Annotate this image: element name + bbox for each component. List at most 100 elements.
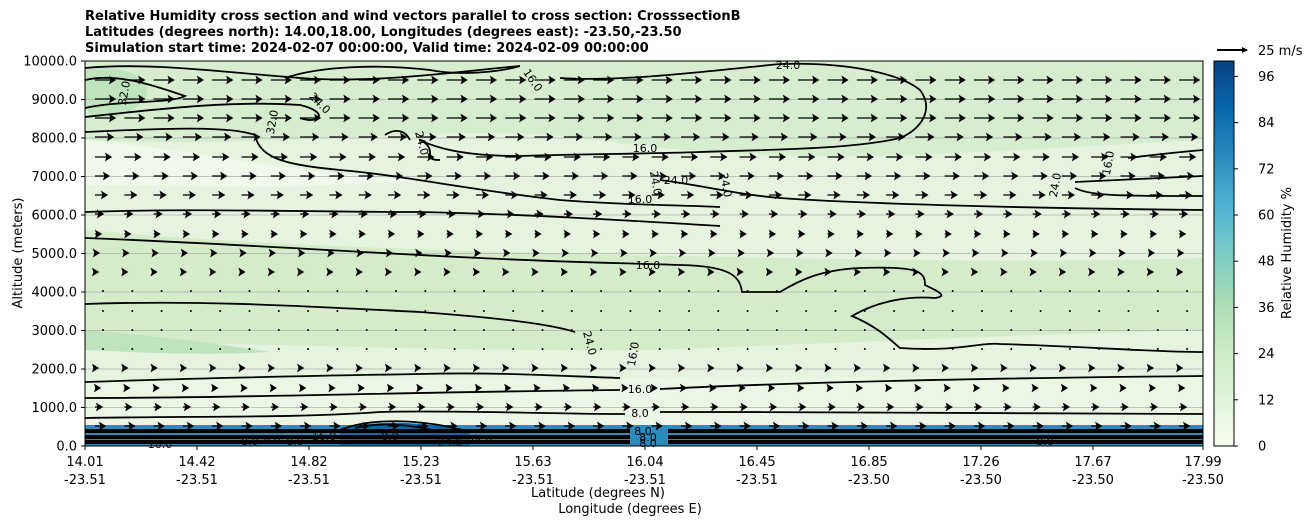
wind-vector: [94, 229, 103, 239]
wind-vector: [805, 329, 808, 331]
wind-vector: [739, 113, 761, 123]
x-tick-lon: -23.51: [624, 473, 666, 488]
wind-vector: [681, 402, 690, 412]
x-tick-lon: -23.51: [736, 473, 778, 488]
wind-vector: [629, 329, 632, 331]
wind-vector: [1147, 248, 1155, 258]
y-tick-label: 10000.0: [23, 55, 77, 70]
wind-vector: [212, 171, 228, 181]
wind-vector: [95, 94, 117, 104]
wind-vector: [1088, 267, 1096, 277]
wind-vector: [395, 348, 397, 350]
x-tick-lat: 17.67: [1074, 455, 1111, 470]
wind-vector: [102, 290, 104, 292]
wind-vector: [1003, 171, 1019, 181]
wind-vector: [856, 94, 878, 104]
wind-vector: [1120, 132, 1140, 142]
wind-vector: [944, 421, 956, 431]
wind-vector: [1179, 402, 1188, 412]
wind-vector: [622, 94, 644, 104]
wind-vector: [798, 229, 806, 239]
y-tick-label: 8000.0: [32, 132, 78, 147]
wind-vector: [893, 290, 896, 292]
x-tick-lat: 14.82: [290, 455, 327, 470]
wind-vector: [1059, 248, 1068, 258]
wind-vector: [629, 290, 632, 292]
contour-label: 24.0: [717, 172, 734, 198]
wind-vector: [1032, 402, 1041, 412]
wind-vector: [1120, 171, 1136, 181]
wind-vector: [124, 152, 142, 162]
contour-label: 8.0: [639, 431, 657, 444]
wind-vector: [886, 229, 894, 239]
wind-vector: [153, 229, 161, 239]
wind-vector: [853, 267, 861, 277]
wind-vector: [102, 310, 104, 312]
wind-vector: [241, 152, 259, 162]
wind-vector: [219, 310, 222, 312]
wind-vector: [475, 171, 492, 181]
wind-vector: [212, 94, 234, 104]
wind-vector: [915, 209, 925, 219]
contour-label: 24.0: [664, 174, 689, 187]
wind-vector: [541, 310, 544, 312]
wind-vector: [766, 248, 775, 258]
wind-vector: [241, 75, 263, 85]
wind-vector: [482, 290, 485, 292]
wind-vector: [688, 290, 690, 292]
wind-vector: [182, 229, 191, 239]
contour-line: [85, 76, 188, 109]
wind-vector: [358, 152, 376, 162]
wind-vector: [153, 421, 165, 431]
wind-vector: [212, 75, 234, 85]
wind-vector: [355, 363, 363, 373]
wind-vector: [981, 290, 983, 292]
wind-vector: [248, 329, 251, 331]
wind-vector: [1032, 421, 1044, 431]
contour-label: 16.0: [148, 438, 173, 451]
wind-vector: [768, 190, 783, 200]
contour-line: [85, 410, 626, 419]
wind-vector: [834, 348, 837, 350]
wind-vector: [152, 383, 160, 393]
wind-vector: [160, 290, 163, 292]
contour-label-text: 8.0: [381, 430, 399, 443]
wind-vector: [1039, 348, 1042, 350]
wind-vector: [775, 329, 778, 331]
wind-vector: [1117, 267, 1125, 277]
wind-vector: [241, 171, 257, 181]
wind-vector: [1061, 421, 1074, 431]
wind-vector: [219, 348, 222, 350]
colorbar-tick-label: 0: [1258, 440, 1266, 455]
rh-fill-moist-left: [85, 330, 270, 354]
wind-vector: [238, 267, 246, 277]
wind-vector: [1179, 94, 1201, 104]
wind-vector: [131, 310, 134, 312]
contour-label: 8.0: [241, 435, 259, 448]
wind-vector: [534, 209, 544, 219]
wind-vector: [268, 248, 276, 258]
wind-vector: [827, 152, 845, 162]
wind-vector: [472, 267, 481, 277]
wind-vector: [212, 132, 232, 142]
wind-vector: [180, 248, 189, 258]
wind-vector: [768, 152, 787, 162]
wind-vector: [1003, 94, 1025, 104]
wind-vector: [798, 209, 808, 219]
wind-vector: [1186, 348, 1189, 350]
wind-vector: [681, 132, 701, 142]
wind-vector: [1146, 267, 1154, 277]
wind-vector: [658, 290, 661, 292]
wind-vector: [798, 190, 812, 200]
wind-vector: [681, 209, 691, 219]
wind-vector: [238, 363, 246, 373]
wind-vector: [775, 348, 778, 350]
wind-vector: [1068, 348, 1071, 350]
wind-vector: [417, 229, 425, 239]
wind-vector: [1061, 209, 1072, 219]
contour-label: 16.0: [1100, 150, 1117, 176]
x-tick-lon: -23.51: [64, 473, 106, 488]
wind-vector: [1186, 290, 1189, 292]
title-line-1: Relative Humidity cross section and wind…: [85, 9, 741, 24]
wind-vector: [563, 171, 579, 181]
